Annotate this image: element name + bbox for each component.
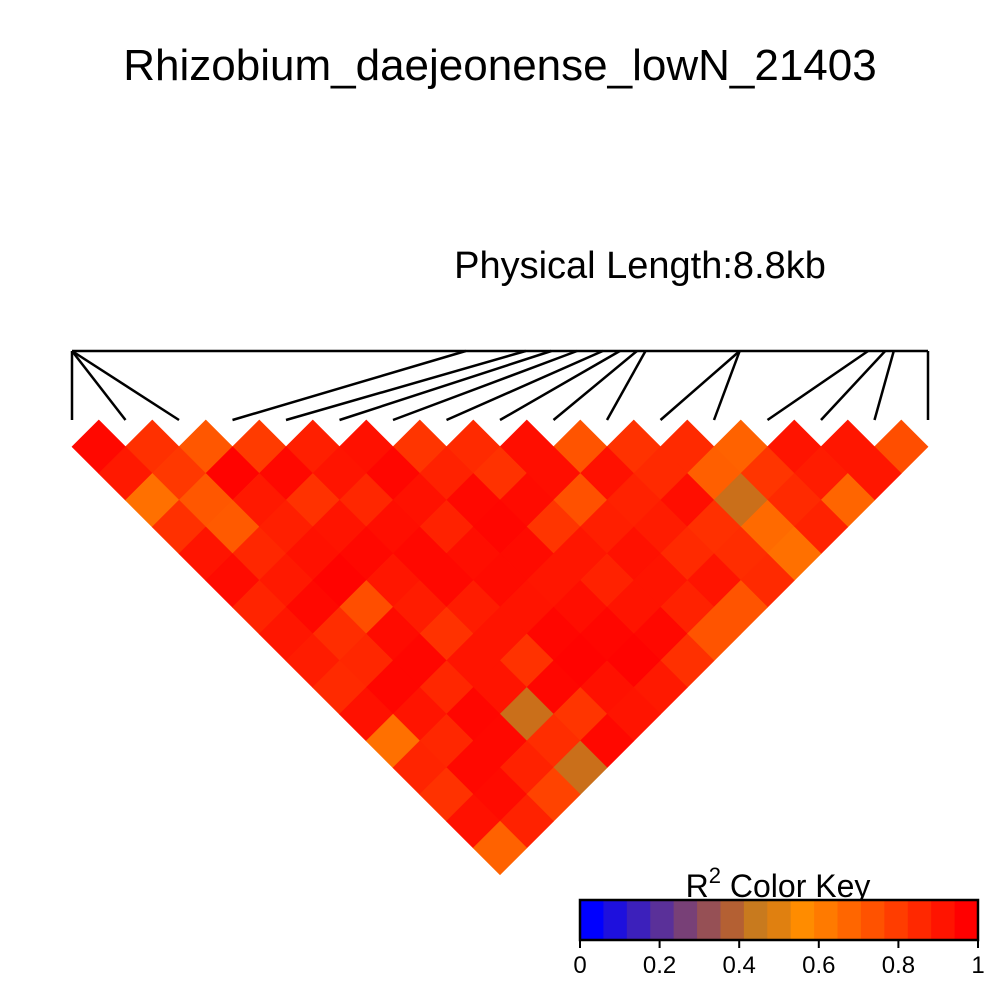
color-key-swatch	[954, 900, 979, 940]
ld-heatmap-cells	[71, 419, 929, 876]
snp-connector-line	[605, 350, 647, 421]
color-key-swatch	[580, 900, 605, 940]
ld-cell	[472, 820, 528, 876]
snp-connector-line	[552, 350, 638, 421]
chart-title: Rhizobium_daejeonense_lowN_21403	[123, 41, 876, 90]
snp-connector-line	[499, 349, 621, 422]
color-key: R2 Color Key 0 0.2 0.4 0.6 0.8 1	[573, 863, 984, 979]
color-key-label-base: R	[686, 868, 709, 904]
color-key-swatch	[626, 900, 651, 940]
snp-connector-line	[71, 350, 127, 421]
snp-position-lines	[70, 349, 930, 422]
snp-connector-line	[766, 349, 869, 422]
color-key-swatch	[603, 900, 628, 940]
color-key-swatch	[907, 900, 932, 940]
snp-connector-line	[71, 349, 180, 422]
snp-connector-line	[445, 349, 604, 422]
color-key-swatch	[767, 900, 792, 940]
color-key-label-sup: 2	[709, 863, 721, 888]
color-key-tick-label: 0.2	[643, 952, 676, 979]
color-key-swatches	[578, 898, 980, 942]
snp-connector-line	[820, 350, 887, 421]
color-key-swatch	[790, 900, 815, 940]
color-key-swatch	[650, 900, 675, 940]
color-key-tick-label: 0.6	[802, 952, 835, 979]
chart-subtitle: Physical Length:8.8kb	[454, 245, 826, 287]
snp-connector-line	[712, 350, 741, 421]
color-key-border	[578, 898, 980, 942]
color-key-tick-label: 1	[971, 952, 984, 979]
snp-connector-line	[392, 349, 578, 422]
color-key-swatch	[673, 900, 698, 940]
color-key-swatch	[884, 900, 909, 940]
color-key-ticks: 0 0.2 0.4 0.6 0.8 1	[573, 940, 985, 979]
color-key-label-rest: Color Key	[721, 868, 870, 904]
color-key-swatch	[931, 900, 956, 940]
color-key-swatch	[743, 900, 768, 940]
color-key-tick-label: 0.8	[882, 952, 915, 979]
color-key-swatch	[837, 900, 862, 940]
color-key-label: R2 Color Key	[686, 863, 871, 904]
snp-connector-line	[659, 350, 741, 421]
color-key-tick-label: 0.4	[723, 952, 756, 979]
snp-connector-line	[232, 349, 467, 422]
snp-connector-line	[339, 349, 552, 422]
color-key-tick-label: 0	[573, 952, 586, 979]
color-key-swatch	[697, 900, 722, 940]
color-key-swatch	[720, 900, 745, 940]
color-key-swatch	[860, 900, 885, 940]
snp-connector-line	[873, 350, 895, 421]
snp-connector-line	[285, 349, 527, 422]
color-key-swatch	[814, 900, 839, 940]
